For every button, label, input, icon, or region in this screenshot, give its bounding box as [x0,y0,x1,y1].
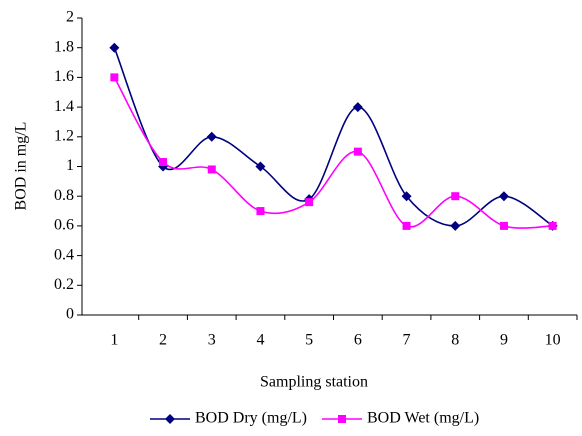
x-tick-label: 4 [256,332,264,349]
x-tick-label: 7 [403,332,411,349]
series-line [113,47,554,227]
x-tick-label: 10 [545,332,561,349]
x-axis-title: Sampling station [260,374,368,391]
x-tick-label: 8 [451,332,459,349]
x-tick-label: 1 [110,332,118,349]
y-tick-label: 0 [66,306,74,323]
y-tick-label: 1.8 [54,38,74,55]
point [165,414,175,424]
y-tick-label: 1.6 [54,68,74,85]
point [109,42,120,53]
x-tick-label: 3 [208,332,216,349]
point [451,192,460,201]
point [353,147,362,156]
legend-label: BOD Wet (mg/L) [367,410,479,427]
legend-label: BOD Dry (mg/L) [195,410,307,427]
y-tick-label: 1 [66,157,74,174]
point [401,191,412,202]
y-tick-label: 0.2 [54,276,74,293]
point [305,198,314,207]
point [256,207,265,216]
point [338,415,346,423]
point [110,73,119,82]
x-tick-label: 6 [354,332,362,349]
point [255,161,266,172]
x-tick-label: 5 [305,332,313,349]
y-tick-label: 0.8 [54,187,74,204]
y-tick-label: 2 [66,9,74,26]
y-tick-label: 1.4 [54,98,74,115]
point [548,221,557,230]
point [352,102,363,113]
point [159,158,168,167]
series-line [113,77,553,229]
x-tick-label: 2 [159,332,167,349]
y-tick-label: 1.2 [54,127,74,144]
point [498,191,509,202]
y-tick-label: 0.6 [54,217,74,234]
point [207,165,216,174]
point [206,131,217,142]
point [499,221,508,230]
point [402,221,411,230]
y-tick-label: 0.4 [54,246,74,263]
y-axis-title: BOD in mg/L [13,122,30,211]
point [450,220,461,231]
x-tick-label: 9 [500,332,508,349]
